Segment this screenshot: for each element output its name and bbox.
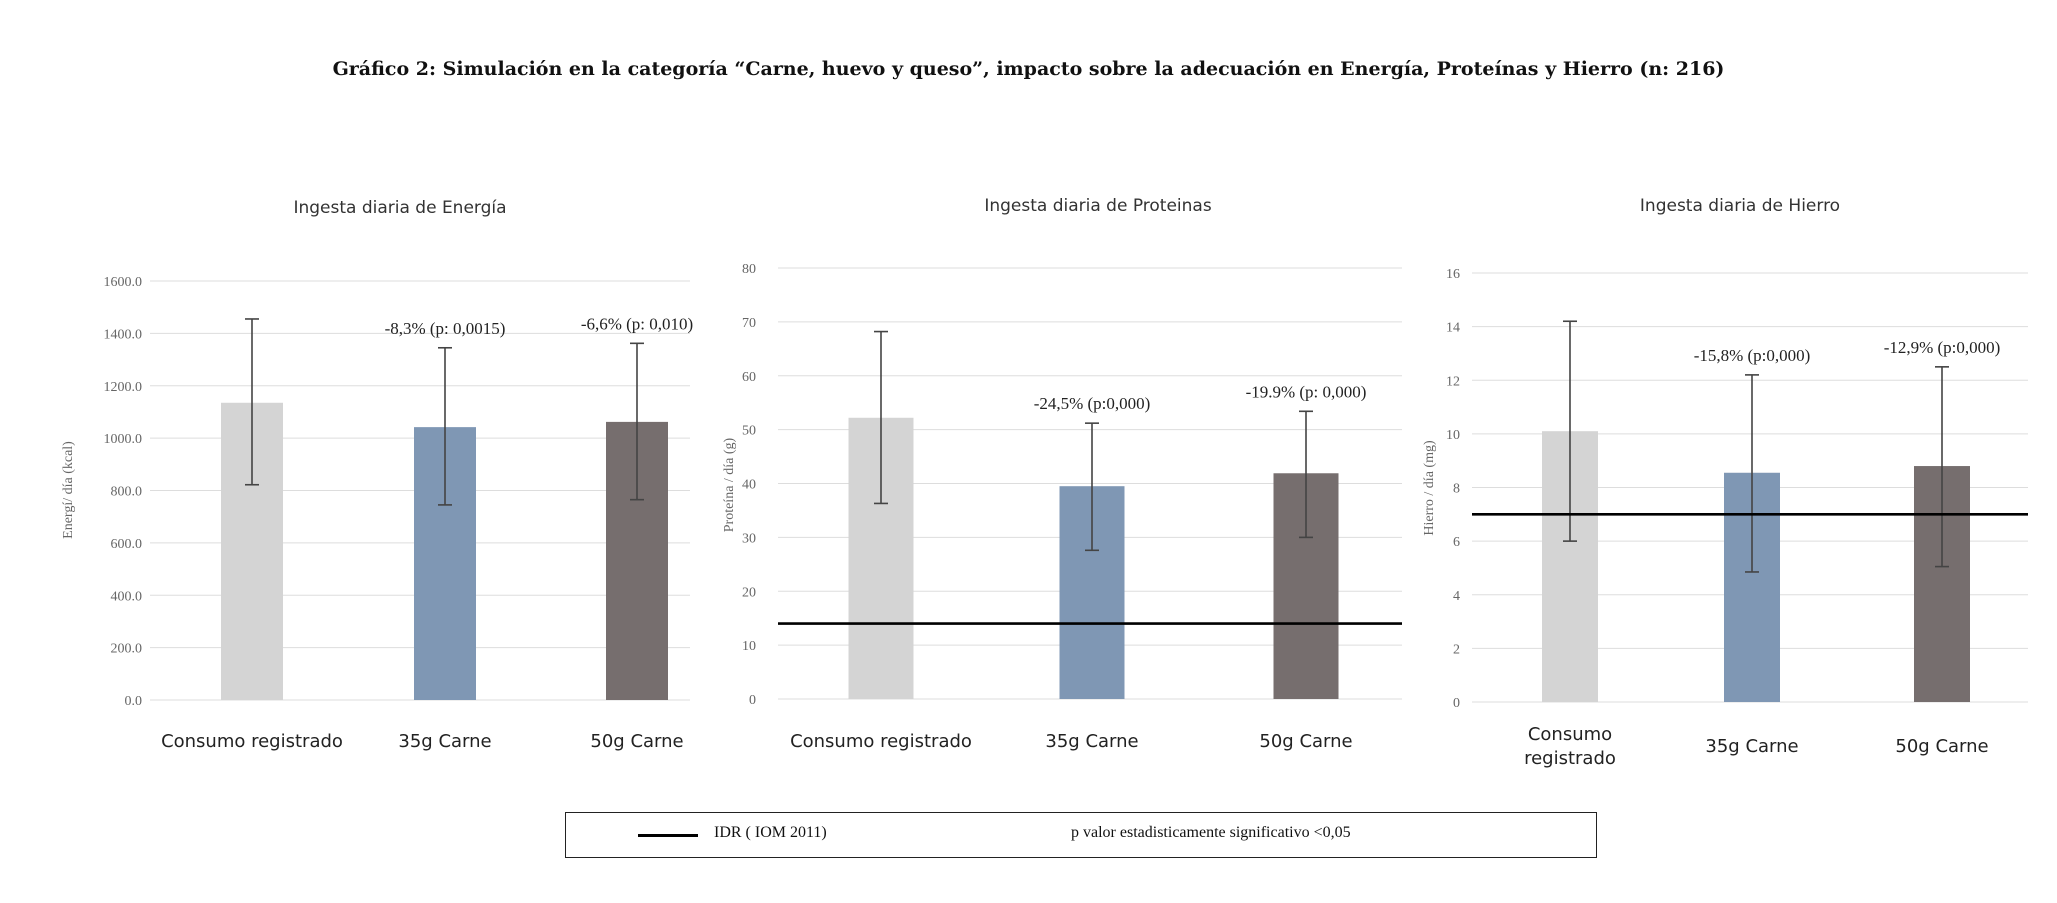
y-tick-label: 70 xyxy=(742,316,756,331)
y-tick-label: 30 xyxy=(742,531,756,546)
y-tick-label: 10 xyxy=(1446,428,1460,443)
chart-title: Ingesta diaria de Energía xyxy=(293,198,506,218)
chart-panel-2: Ingesta diaria de Proteinas 0 10 20 30 40 50 60… xyxy=(722,196,1402,752)
x-tick-label: 50g Carne xyxy=(1895,736,1988,757)
data-annotation: -24,5% (p:0,000) xyxy=(1034,394,1151,413)
x-tick-label: Consumo registrado xyxy=(161,731,343,752)
data-annotation: -15,8% (p:0,000) xyxy=(1694,346,1811,365)
chart-title: Ingesta diaria de Proteinas xyxy=(984,196,1212,216)
y-tick-label: 8 xyxy=(1453,482,1460,497)
x-tick-label: 50g Carne xyxy=(1259,731,1352,752)
data-annotation: -8,3% (p: 0,0015) xyxy=(385,319,506,338)
x-tick-label: 50g Carne xyxy=(590,731,683,752)
chart-panel-1: Ingesta diaria de Energía 0.0 200.0 400.0 60… xyxy=(61,198,693,752)
x-tick-label: Consumo registrado xyxy=(1524,724,1616,769)
y-tick-label: 800.0 xyxy=(111,485,143,500)
legend-idr-line xyxy=(638,834,698,837)
y-tick-label: 600.0 xyxy=(111,537,143,552)
legend-p-note: p valor estadisticamente significativo <… xyxy=(1071,824,1351,841)
chart-panel-3: Ingesta diaria de Hierro 0 2 4 6 8 10 12 14 16 Hie… xyxy=(1422,196,2028,769)
x-tick-label: 35g Carne xyxy=(1045,731,1138,752)
y-tick-label: 20 xyxy=(742,585,756,600)
y-tick-label: 0.0 xyxy=(125,694,143,709)
legend: IDR ( IOM 2011) p valor estadisticamente… xyxy=(565,812,1597,858)
legend-idr-label: IDR ( IOM 2011) xyxy=(714,824,827,841)
y-tick-label: 14 xyxy=(1446,321,1460,336)
y-tick-label: 1600.0 xyxy=(104,275,143,290)
data-annotation: -12,9% (p:0,000) xyxy=(1884,338,2001,357)
y-tick-label: 16 xyxy=(1446,267,1460,282)
x-tick-label: Consumo registrado xyxy=(790,731,972,752)
data-annotation: -6,6% (p: 0,010) xyxy=(581,314,693,333)
y-tick-label: 1400.0 xyxy=(104,327,143,342)
chart-title: Ingesta diaria de Hierro xyxy=(1640,196,1840,216)
y-tick-label: 400.0 xyxy=(111,589,143,604)
x-tick-label: 35g Carne xyxy=(398,731,491,752)
y-tick-label: 10 xyxy=(742,639,756,654)
y-tick-label: 80 xyxy=(742,262,756,277)
y-axis-label: Proteína / día (g) xyxy=(722,437,737,532)
y-tick-label: 200.0 xyxy=(111,642,143,657)
y-tick-label: 0 xyxy=(749,693,756,708)
y-tick-label: 6 xyxy=(1453,535,1460,550)
x-tick-label-line: registrado xyxy=(1524,748,1616,769)
figure-title: Gráfico 2: Simulación en la categoría “C… xyxy=(332,58,1725,80)
y-tick-label: 60 xyxy=(742,370,756,385)
y-tick-label: 1000.0 xyxy=(104,432,143,447)
y-tick-label: 0 xyxy=(1453,696,1460,711)
y-tick-label: 2 xyxy=(1453,642,1460,657)
y-tick-label: 1200.0 xyxy=(104,380,143,395)
y-tick-label: 50 xyxy=(742,424,756,439)
data-annotation: -19.9% (p: 0,000) xyxy=(1246,382,1367,401)
y-tick-label: 4 xyxy=(1453,589,1460,604)
y-tick-label: 12 xyxy=(1446,374,1460,389)
x-tick-label: 35g Carne xyxy=(1705,736,1798,757)
x-tick-label-line: Consumo xyxy=(1528,724,1612,745)
y-tick-label: 40 xyxy=(742,478,756,493)
y-axis-label: Hierro / día (mg) xyxy=(1422,440,1437,536)
y-axis-label: Energí/ día (kcal) xyxy=(61,441,76,539)
